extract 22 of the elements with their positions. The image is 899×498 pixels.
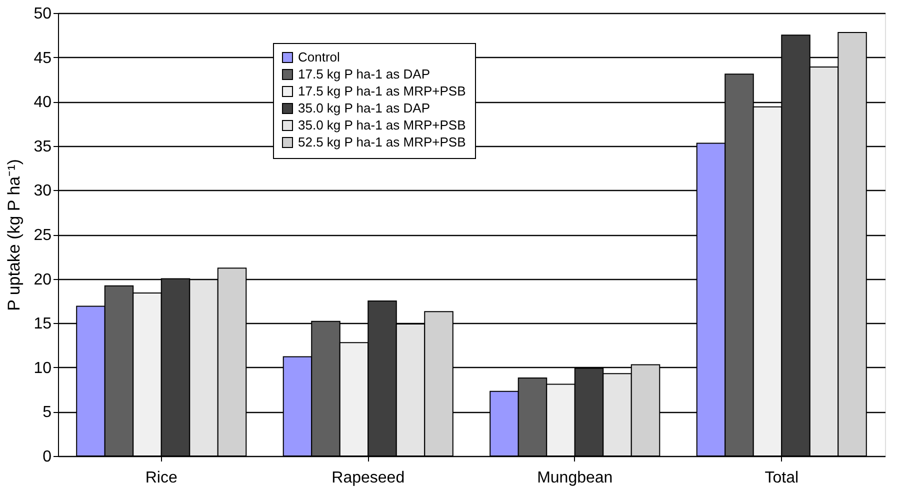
x-tick-label: Total (764, 470, 799, 486)
y-tick-label: 0 (42, 448, 52, 466)
y-tick-label: 35 (34, 138, 52, 156)
legend-label: 17.5 kg P ha-1 as MRP+PSB (298, 84, 466, 98)
legend-label: 35.0 kg P ha-1 as DAP (298, 100, 430, 116)
y-tick-label: 10 (34, 360, 52, 377)
y-axis-title: P uptake (kg P ha⁻¹) (4, 159, 24, 311)
x-tick-label: Rapeseed (332, 470, 405, 486)
x-tick-label: Rice (145, 470, 178, 486)
y-tick-label: 30 (34, 182, 52, 200)
y-tick-label: 20 (34, 271, 52, 288)
legend-label: Control (298, 50, 340, 64)
y-tick-label: 5 (42, 404, 52, 422)
y-tick-label: 40 (34, 94, 52, 112)
legend-label: 35.0 kg P ha-1 as MRP+PSB (298, 118, 466, 132)
x-tick-label: Mungbean (537, 470, 613, 486)
legend-label: 52.5 kg P ha-1 as MRP+PSB (298, 134, 466, 150)
legend-label: 17.5 kg P ha-1 as DAP (298, 66, 430, 82)
y-tick-label: 15 (34, 316, 52, 333)
y-tick-label: 50 (34, 6, 52, 22)
y-tick-label: 45 (34, 50, 52, 67)
y-tick-label: 25 (34, 227, 52, 244)
